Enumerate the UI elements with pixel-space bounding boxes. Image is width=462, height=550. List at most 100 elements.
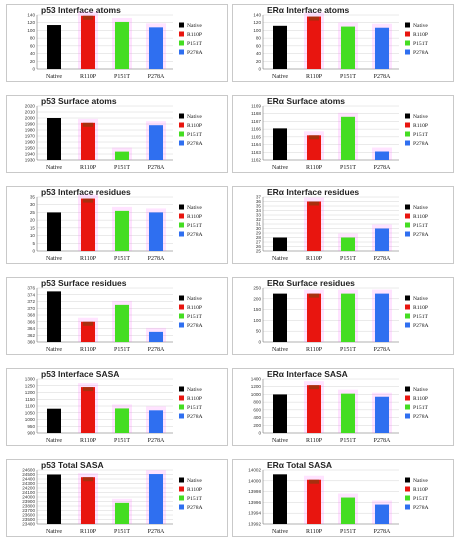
legend-swatch [405, 213, 410, 219]
legend-label: P278A [413, 505, 429, 511]
legend-swatch [405, 295, 410, 301]
y-tick-label: 23400 [22, 522, 35, 527]
legend-label: P151T [187, 405, 203, 411]
legend-swatch [179, 213, 184, 219]
y-tick-label: 1163 [251, 150, 261, 155]
y-tick-label: 29 [256, 231, 262, 236]
chart-panel-10: p53 Total SASA 23400 23500 23600 23700 23800 2… [6, 459, 228, 537]
y-tick-label: 24000 [22, 495, 35, 500]
bar-r110p [307, 135, 321, 160]
x-category-label: P278A [148, 438, 165, 444]
y-tick-label: 24600 [22, 468, 35, 473]
x-category-label: Native [46, 74, 62, 80]
y-tick-label: 27 [256, 240, 262, 245]
legend-swatch [179, 322, 184, 328]
chart-panel-8: p53 Interface SASA 900 950 1000 1050 1100 1150… [6, 368, 228, 446]
y-tick-label: 100 [27, 28, 35, 33]
legend-swatch [179, 31, 184, 37]
chart-title: p53 Surface residues [41, 278, 127, 288]
x-category-label: R110P [80, 347, 97, 353]
legend-label: P278A [413, 232, 429, 238]
legend-swatch [405, 486, 410, 492]
y-tick-label: 400 [253, 415, 261, 420]
y-tick-label: 26 [256, 244, 262, 249]
x-category-label: R110P [306, 74, 323, 80]
chart-panel-9: ERα Interface SASA 0 200 400 600 800 1000 1200 1… [232, 368, 454, 446]
legend-swatch [405, 140, 410, 146]
chart-panel-5: ERα Interface residues 25 26 27 28 29 30 31 32 33… [232, 186, 454, 264]
chart-title: p53 Total SASA [41, 460, 104, 470]
chart-title: p53 Surface atoms [41, 96, 117, 106]
bar-native [273, 25, 287, 69]
legend-label: P151T [187, 314, 203, 320]
chart-panel-7: ERα Surface residues 0 50 100 150 200 250 Nativ… [232, 277, 454, 355]
y-tick-label: 366 [27, 319, 35, 324]
legend-label: P151T [187, 496, 203, 502]
y-tick-label: 362 [27, 333, 35, 338]
chart-title: ERα Interface atoms [267, 5, 349, 15]
y-tick-label: 0 [32, 67, 35, 72]
y-tick-label: 1930 [25, 158, 36, 163]
legend-label: Native [187, 478, 202, 484]
legend-label: P151T [413, 314, 429, 320]
y-tick-label: 23500 [22, 517, 35, 522]
legend-swatch [405, 31, 410, 37]
x-category-label: P278A [148, 347, 165, 353]
bar-r110p-shading [83, 477, 93, 482]
y-tick-label: 1000 [25, 417, 36, 422]
y-tick-label: 25 [256, 249, 262, 254]
y-tick-label: 15 [30, 225, 36, 230]
y-tick-label: 1200 [251, 384, 262, 389]
chart-title: p53 Interface atoms [41, 5, 121, 15]
y-tick-label: 80 [30, 36, 36, 41]
y-tick-label: 24200 [22, 486, 35, 491]
y-tick-label: 5 [32, 241, 35, 246]
y-tick-label: 20 [30, 218, 36, 223]
legend-label: Native [413, 478, 428, 484]
chart-panel-2: p53 Surface atoms 1930 1940 1950 1960 1970 198… [6, 95, 228, 173]
y-tick-label: 250 [253, 286, 261, 291]
bar-native [273, 474, 287, 524]
bar-p151t [115, 210, 129, 251]
chart-panel-1: ERα Interface atoms 0 20 40 60 80 100 120 140 Nat… [232, 4, 454, 82]
x-category-label: Native [272, 74, 288, 80]
x-category-label: Native [272, 165, 288, 171]
x-category-label: R110P [80, 438, 97, 444]
y-tick-label: 30 [256, 226, 262, 231]
chart-title: p53 Interface SASA [41, 369, 119, 379]
bar-p151t [115, 304, 129, 342]
y-tick-label: 1169 [251, 104, 261, 109]
bar-p278a [149, 212, 163, 251]
y-tick-label: 23600 [22, 513, 35, 518]
x-category-label: R110P [80, 74, 97, 80]
legend-swatch [405, 22, 410, 28]
bar-r110p-shading [83, 198, 93, 203]
legend-label: R110P [413, 487, 428, 493]
legend-label: R110P [187, 305, 202, 311]
x-category-label: P278A [148, 74, 165, 80]
y-tick-label: 1150 [25, 397, 35, 402]
y-tick-label: 100 [253, 28, 261, 33]
y-tick-label: 1400 [251, 377, 262, 382]
bar-r110p [307, 479, 321, 524]
legend-label: R110P [187, 123, 202, 129]
bar-r110p-shading [83, 15, 93, 20]
bar-native [47, 118, 61, 160]
legend-swatch [179, 504, 184, 510]
y-tick-label: 140 [253, 13, 261, 18]
bar-r110p [81, 122, 95, 160]
y-tick-label: 1168 [251, 111, 261, 116]
bar-p278a [149, 125, 163, 160]
x-category-label: P151T [114, 165, 130, 171]
y-tick-label: 1165 [251, 134, 261, 139]
x-category-label: Native [272, 438, 288, 444]
legend-label: P151T [413, 41, 429, 47]
legend-label: R110P [187, 32, 202, 38]
y-tick-label: 370 [27, 306, 35, 311]
x-category-label: P151T [340, 256, 356, 262]
legend-swatch [405, 231, 410, 237]
x-category-label: P278A [374, 438, 391, 444]
y-tick-label: 360 [27, 340, 35, 345]
y-tick-label: 374 [27, 292, 35, 297]
